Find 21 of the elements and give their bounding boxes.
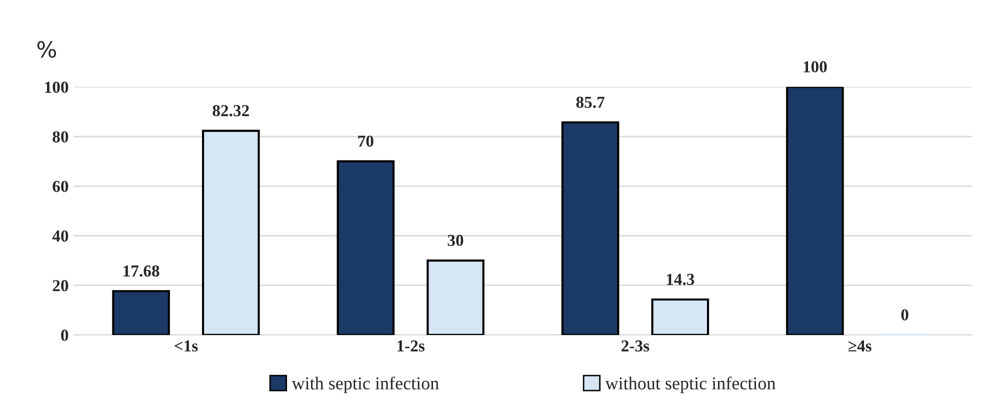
y-axis-title: % — [37, 41, 56, 58]
legend-label: with septic infection — [292, 376, 439, 394]
legend-label: without septic infection — [605, 376, 776, 394]
x-tick-label: 1-2s — [398, 340, 425, 352]
data-label: 85.7 — [576, 96, 604, 108]
y-tick-label: 100 — [45, 82, 68, 93]
data-label: 14.3 — [666, 274, 694, 286]
y-tick-label: 40 — [52, 230, 68, 242]
y-tick-label: 60 — [52, 180, 68, 192]
data-label: 30 — [448, 234, 464, 246]
data-label: 70 — [358, 136, 374, 147]
y-tick-label: 80 — [52, 131, 68, 142]
data-label: 82.32 — [212, 105, 249, 116]
x-tick-label: 2-3s — [622, 340, 650, 352]
x-tick-label: <1s — [174, 340, 198, 352]
y-tick-label: 0 — [61, 330, 68, 341]
data-label: 17.68 — [124, 265, 160, 277]
data-label: 0 — [901, 309, 908, 320]
y-tick-label: 20 — [52, 280, 68, 292]
data-label: 100 — [804, 61, 827, 72]
x-tick-label: ≥4s — [848, 340, 872, 352]
